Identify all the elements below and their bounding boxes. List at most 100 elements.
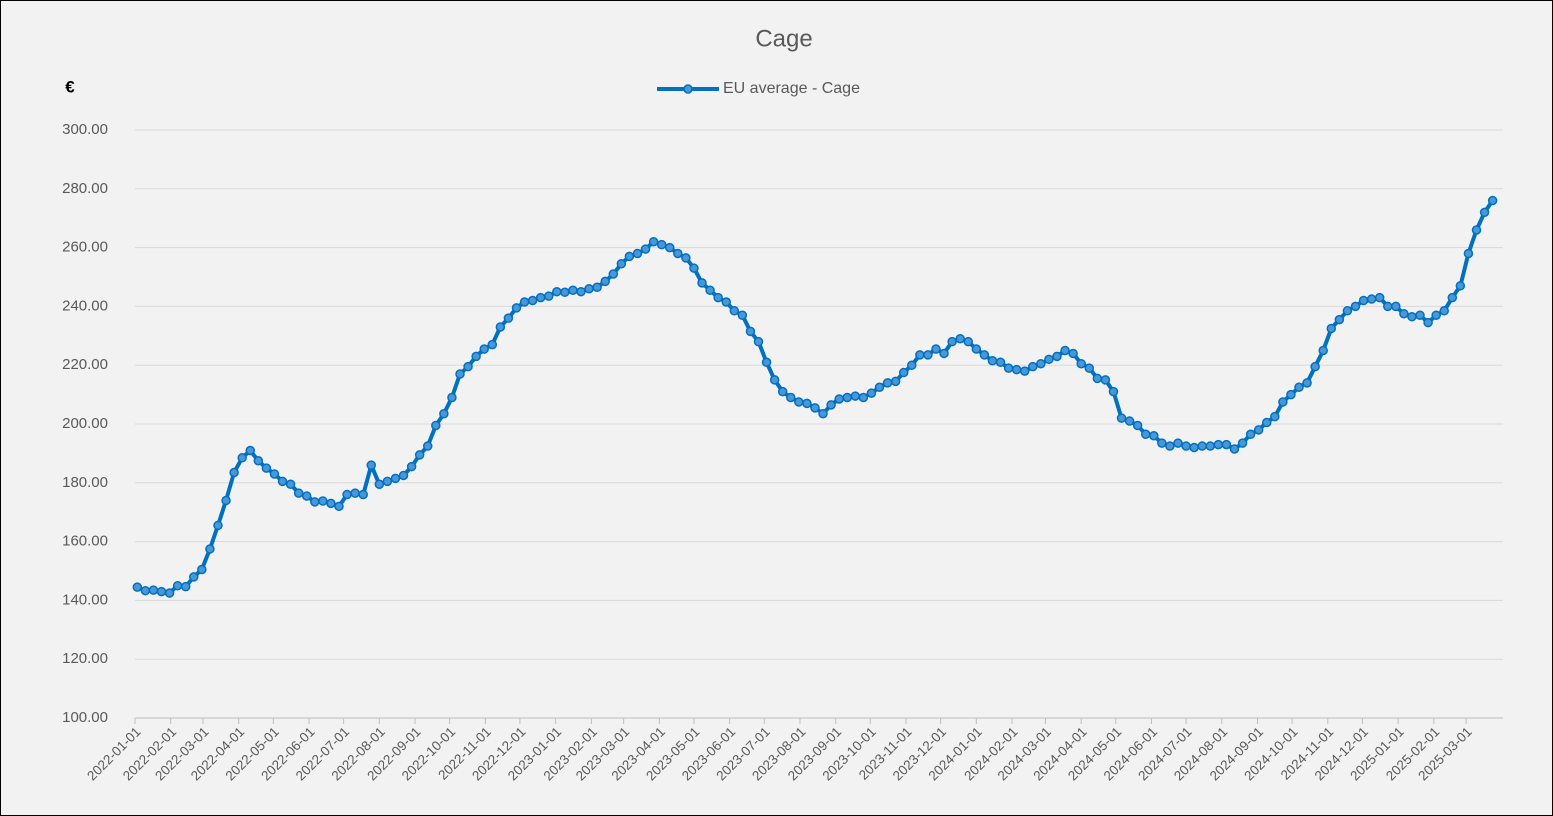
data-point <box>447 392 457 403</box>
data-point <box>350 488 360 498</box>
data-point <box>156 586 167 597</box>
data-point <box>898 367 909 378</box>
data-point <box>1197 441 1207 451</box>
data-point <box>285 479 296 490</box>
data-point <box>245 445 255 456</box>
data-point <box>931 344 941 354</box>
data-point <box>1358 295 1369 306</box>
data-point <box>1092 373 1103 384</box>
data-point <box>1302 378 1312 388</box>
data-point <box>1431 310 1441 320</box>
data-point <box>390 473 401 484</box>
data-point <box>1479 207 1490 218</box>
data-point <box>608 269 619 279</box>
data-point <box>1463 248 1474 259</box>
data-point <box>1391 301 1401 312</box>
data-point <box>140 585 151 596</box>
legend-label: EU average - Cage <box>723 80 860 97</box>
data-point <box>487 339 498 350</box>
data-point <box>277 476 288 487</box>
data-point <box>568 285 578 295</box>
data-point <box>842 392 852 403</box>
chart-title: Cage <box>755 25 812 52</box>
data-point <box>1237 438 1248 448</box>
data-point <box>834 394 844 404</box>
y-tick-label: 220.00 <box>62 356 108 373</box>
y-tick-label: 160.00 <box>62 533 108 550</box>
data-point <box>761 357 772 368</box>
data-point <box>406 461 417 472</box>
data-point <box>334 501 344 512</box>
data-point <box>600 276 610 287</box>
data-point <box>1011 364 1022 375</box>
data-point <box>1334 314 1345 325</box>
data-point <box>995 357 1006 368</box>
data-point <box>1036 358 1046 369</box>
data-point <box>1487 195 1498 206</box>
data-point <box>382 476 393 487</box>
data-point <box>366 460 377 470</box>
data-point <box>1124 416 1135 426</box>
data-point <box>721 297 731 307</box>
y-tick-label: 280.00 <box>62 180 108 197</box>
data-point <box>293 488 304 498</box>
data-point <box>1132 420 1143 431</box>
data-point <box>1213 439 1224 450</box>
data-point <box>1383 301 1393 312</box>
data-point <box>907 360 917 370</box>
data-point <box>1286 389 1296 400</box>
data-point <box>1374 292 1385 303</box>
data-point <box>923 350 933 360</box>
data-point <box>1019 366 1030 376</box>
data-point <box>358 489 368 500</box>
data-point <box>769 375 780 385</box>
data-point <box>1157 438 1167 448</box>
y-axis-label: € <box>65 77 75 96</box>
data-point <box>1149 431 1159 441</box>
data-point <box>431 420 441 431</box>
data-point <box>1205 441 1216 451</box>
data-point <box>221 495 231 506</box>
data-point <box>955 333 965 344</box>
data-point <box>1229 444 1240 454</box>
data-point <box>1044 354 1054 365</box>
data-point <box>890 376 901 387</box>
data-point <box>471 351 481 362</box>
y-tick-label: 180.00 <box>62 474 108 491</box>
data-point <box>673 248 683 259</box>
data-point <box>1399 309 1409 319</box>
data-point <box>463 361 473 372</box>
data-point <box>1076 358 1086 369</box>
data-point <box>1310 361 1320 372</box>
data-point <box>1189 442 1199 453</box>
data-point <box>1407 311 1417 322</box>
y-tick-label: 100.00 <box>62 709 108 726</box>
data-point <box>818 408 828 419</box>
data-point <box>503 313 514 323</box>
data-point <box>689 263 699 273</box>
data-point <box>1100 375 1111 385</box>
data-point <box>1173 438 1183 448</box>
data-point <box>527 295 538 306</box>
data-point <box>1278 397 1288 407</box>
data-point <box>786 392 796 403</box>
data-point <box>511 303 522 313</box>
y-tick-label: 200.00 <box>62 415 108 432</box>
data-point <box>253 456 264 466</box>
data-point <box>697 278 707 288</box>
data-point <box>422 441 433 451</box>
data-point <box>1415 310 1425 320</box>
data-point <box>979 350 990 360</box>
data-point <box>656 239 667 250</box>
data-point <box>310 497 320 507</box>
data-point <box>1003 363 1014 373</box>
data-point <box>794 397 804 407</box>
data-point <box>237 453 247 463</box>
data-point <box>189 572 199 582</box>
data-point <box>1366 294 1377 304</box>
data-point <box>624 251 635 262</box>
data-point <box>1455 281 1466 291</box>
data-point <box>261 463 272 473</box>
data-point <box>414 450 425 460</box>
